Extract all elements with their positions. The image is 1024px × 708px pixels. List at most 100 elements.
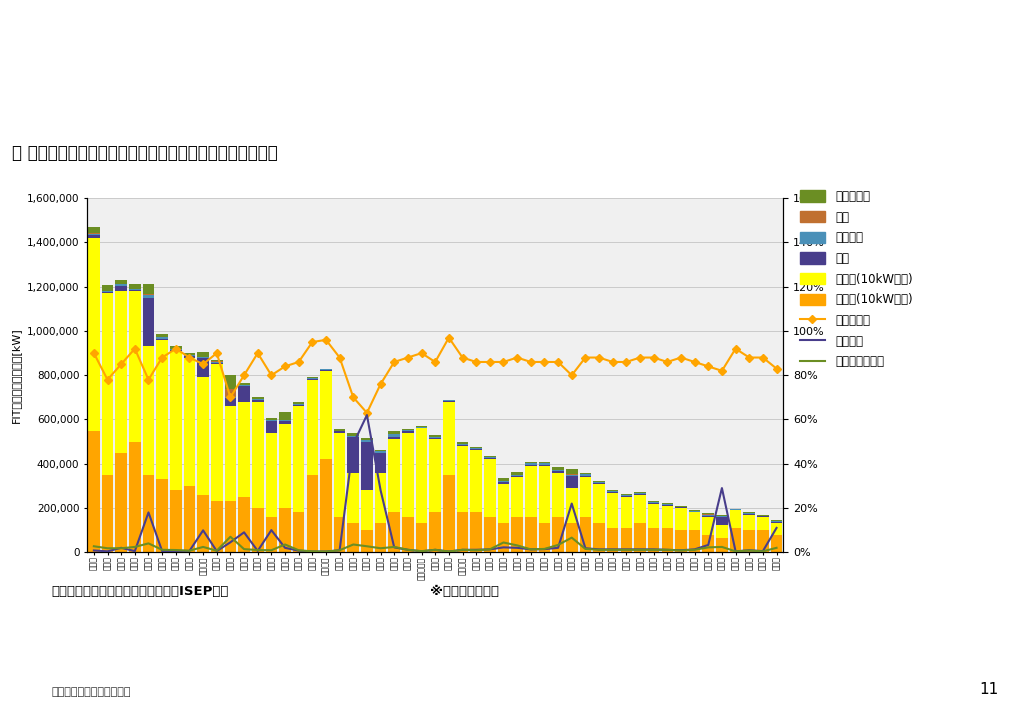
Bar xyxy=(293,405,304,406)
Bar xyxy=(280,412,291,420)
Bar xyxy=(402,517,414,552)
Bar xyxy=(621,497,632,528)
Bar xyxy=(580,474,591,476)
Bar xyxy=(716,516,728,517)
Text: 都道府県別の発電設備の導入量ランキング(2015年3月末現在): 都道府県別の発電設備の導入量ランキング(2015年3月末現在) xyxy=(12,74,403,94)
Bar xyxy=(101,291,114,292)
Bar xyxy=(457,446,468,513)
Bar xyxy=(224,501,237,552)
Bar xyxy=(129,284,140,289)
Bar xyxy=(525,463,537,464)
Bar xyxy=(211,362,222,364)
Bar xyxy=(170,490,181,552)
Bar xyxy=(142,298,155,346)
Bar xyxy=(198,358,209,377)
Bar xyxy=(198,495,209,552)
Bar xyxy=(457,444,468,445)
Bar xyxy=(211,360,222,361)
Bar xyxy=(334,429,345,430)
Bar xyxy=(252,508,263,552)
Bar xyxy=(347,436,359,437)
Bar xyxy=(347,433,359,436)
Bar xyxy=(675,530,687,552)
Bar xyxy=(280,424,291,508)
Bar xyxy=(183,356,196,358)
Bar xyxy=(716,517,728,525)
Bar xyxy=(457,442,468,444)
Bar xyxy=(484,457,496,458)
Bar xyxy=(375,523,386,552)
Bar xyxy=(498,478,509,481)
Bar xyxy=(771,523,782,535)
Bar xyxy=(634,495,646,523)
Text: 環境エネルギー政策研究所: 環境エネルギー政策研究所 xyxy=(51,687,131,697)
Bar xyxy=(484,517,496,552)
Bar xyxy=(484,458,496,459)
Bar xyxy=(539,462,550,463)
Bar xyxy=(88,227,99,234)
Bar xyxy=(498,482,509,484)
Bar xyxy=(634,494,646,495)
Bar xyxy=(702,513,714,515)
Bar xyxy=(511,517,523,552)
Bar xyxy=(265,418,278,420)
Bar xyxy=(293,513,304,552)
Bar xyxy=(429,437,441,438)
Bar xyxy=(211,501,222,552)
Text: ・ 全般的に太陽光の比率が高いが、風力の比率が高い県も: ・ 全般的に太陽光の比率が高いが、風力の比率が高い県も xyxy=(12,144,279,162)
Bar xyxy=(552,473,564,517)
Bar xyxy=(525,464,537,466)
Bar xyxy=(142,346,155,475)
Bar xyxy=(743,515,755,530)
Bar xyxy=(388,431,400,434)
Bar xyxy=(129,442,140,552)
Bar xyxy=(552,470,564,472)
Bar xyxy=(116,280,127,284)
Bar xyxy=(621,494,632,495)
Bar xyxy=(580,477,591,517)
Bar xyxy=(621,495,632,496)
Bar xyxy=(375,473,386,523)
Bar xyxy=(88,430,99,552)
Bar xyxy=(239,385,250,387)
Bar xyxy=(771,535,782,552)
Bar xyxy=(607,493,618,528)
Bar xyxy=(183,353,196,355)
Bar xyxy=(157,340,168,479)
Legend: バイオマス, 地熱, 中小水力, 風力, 太陽光(10kW以上), 太陽光(10kW未満), 太陽光比率, 風力比率, バイオマス比率: バイオマス, 地熱, 中小水力, 風力, 太陽光(10kW以上), 太陽光(10… xyxy=(800,190,912,368)
Bar xyxy=(116,285,127,291)
Bar xyxy=(648,528,659,552)
Bar xyxy=(689,511,700,513)
Bar xyxy=(375,450,386,451)
Bar xyxy=(443,475,455,552)
Bar xyxy=(142,295,155,298)
Text: ※移行認定を含む: ※移行認定を含む xyxy=(430,586,499,598)
Bar xyxy=(429,438,441,440)
Bar xyxy=(280,421,291,424)
Bar xyxy=(142,475,155,552)
Bar xyxy=(662,504,673,505)
Bar xyxy=(334,433,345,517)
Bar xyxy=(511,477,523,517)
Bar xyxy=(429,513,441,552)
Text: 出所：資源エネルギー庁データからISEP作成: 出所：資源エネルギー庁データからISEP作成 xyxy=(51,586,228,598)
Bar xyxy=(388,513,400,552)
Bar xyxy=(539,466,550,523)
Bar xyxy=(306,379,318,475)
Bar xyxy=(757,530,769,552)
Bar xyxy=(716,538,728,552)
Bar xyxy=(771,521,782,523)
Bar xyxy=(566,469,578,474)
Bar xyxy=(771,520,782,521)
Bar xyxy=(157,479,168,552)
Bar xyxy=(101,292,114,293)
Bar xyxy=(116,291,127,452)
Bar xyxy=(361,442,373,490)
Bar xyxy=(361,440,373,442)
Bar xyxy=(402,428,414,430)
Bar xyxy=(252,402,263,508)
Bar xyxy=(539,523,550,552)
Bar xyxy=(375,452,386,473)
Bar xyxy=(347,437,359,473)
Bar xyxy=(388,440,400,513)
